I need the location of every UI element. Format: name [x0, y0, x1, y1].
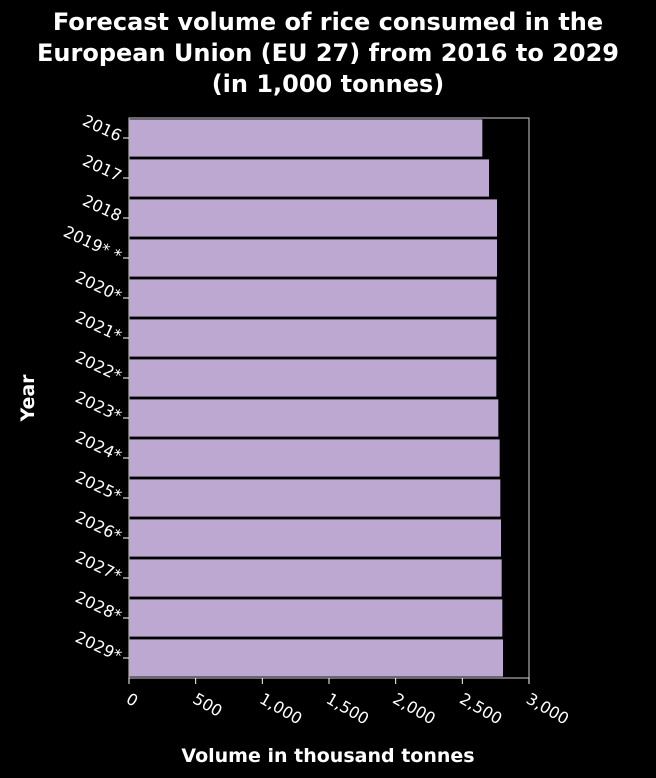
chart-title-line-1: Forecast volume of rice consumed in the: [53, 8, 603, 36]
bar-2025: [129, 479, 501, 517]
bar-2026: [129, 519, 501, 557]
bar-2028: [129, 599, 503, 637]
y-axis-title: Year: [17, 374, 39, 423]
bar-2019: [129, 239, 497, 277]
bar-2023: [129, 399, 499, 437]
bar-2018: [129, 199, 497, 237]
chart-title-line-2: European Union (EU 27) from 2016 to 2029: [37, 39, 619, 67]
bar-2016: [129, 119, 483, 157]
bar-2022: [129, 359, 497, 397]
bar-2029: [129, 639, 503, 677]
bar-2027: [129, 559, 502, 597]
x-axis-title: Volume in thousand tonnes: [181, 745, 474, 767]
bar-2024: [129, 439, 500, 477]
bar-2017: [129, 159, 489, 197]
bar-2021: [129, 319, 497, 357]
bar-2020: [129, 279, 497, 317]
chart-title-line-3: (in 1,000 tonnes): [212, 70, 445, 98]
